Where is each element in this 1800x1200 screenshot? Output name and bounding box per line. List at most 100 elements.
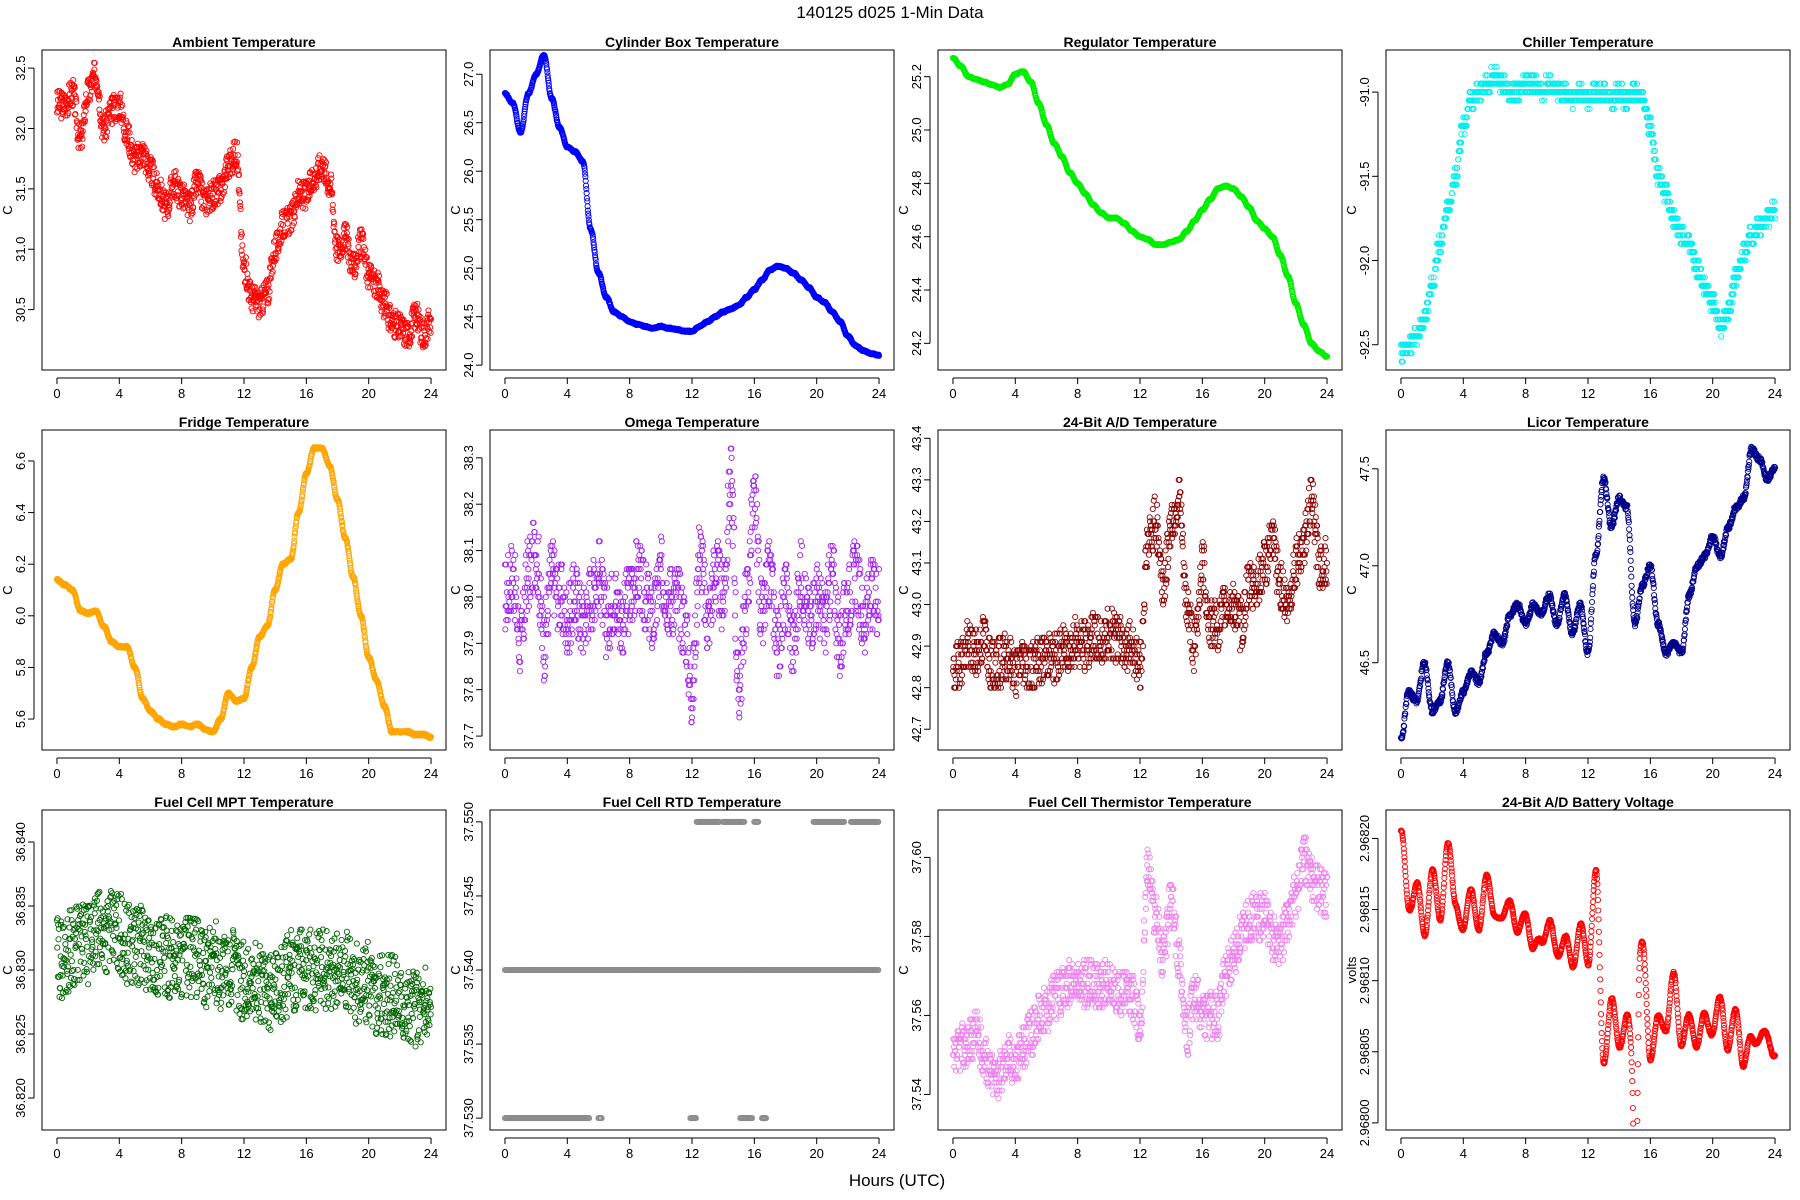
data-point (230, 145, 237, 152)
x-tick-label: 4 (116, 386, 123, 401)
x-tick-label: 8 (178, 386, 185, 401)
data-point (172, 168, 179, 175)
data-point (355, 243, 362, 250)
data-points (949, 54, 1331, 360)
data-point (87, 92, 94, 99)
data-point (275, 248, 282, 255)
data-point (181, 187, 188, 194)
data-point (249, 308, 256, 315)
data-point (282, 229, 289, 236)
data-point (386, 304, 393, 311)
data-point (414, 300, 421, 307)
data-point (345, 236, 352, 243)
data-point (367, 284, 374, 291)
data-point (375, 272, 383, 279)
data-point (114, 95, 121, 102)
y-tick-label: 26.0 (461, 159, 476, 184)
data-point (140, 143, 147, 150)
data-point (288, 227, 295, 234)
data-point (65, 110, 72, 117)
data-point (241, 266, 248, 273)
y-tick-label: 32.5 (13, 55, 28, 80)
data-point (360, 235, 367, 242)
x-axis: 0 4 8 12 16 20 24 (949, 377, 1334, 401)
x-tick-label: 0 (53, 386, 60, 401)
data-points (53, 444, 435, 742)
data-point (199, 179, 206, 186)
data-point (120, 111, 127, 118)
y-tick-label: 24.5 (461, 304, 476, 329)
data-point (217, 198, 224, 205)
data-point (171, 169, 178, 176)
data-point (96, 93, 103, 100)
data-point (330, 208, 337, 215)
y-tick-label: 25.2 (909, 64, 924, 89)
data-point (415, 306, 422, 313)
data-point (173, 192, 180, 199)
data-point (82, 91, 90, 98)
data-point (59, 90, 66, 97)
x-tick-label: 4 (1460, 386, 1467, 401)
data-point (74, 119, 81, 126)
data-point (1569, 105, 1576, 112)
data-point (345, 243, 352, 250)
x-tick-label: 4 (1012, 386, 1019, 401)
data-point (141, 144, 148, 151)
data-point (75, 144, 82, 151)
data-point (362, 246, 369, 253)
x-tick-label: 24 (1768, 386, 1782, 401)
data-point (248, 305, 255, 312)
y-tick-label: 31.0 (13, 237, 28, 262)
data-point (331, 220, 338, 227)
data-point (386, 311, 393, 318)
data-point (407, 339, 414, 347)
y-axis: 30.531.031.532.032.5 (13, 55, 35, 322)
data-point (77, 144, 84, 152)
data-point (165, 213, 172, 220)
data-point (70, 77, 77, 84)
data-point (238, 228, 245, 236)
data-point (238, 231, 245, 238)
data-point (281, 232, 288, 239)
data-point (327, 171, 335, 178)
data-point (168, 184, 175, 191)
data-point (376, 283, 383, 290)
data-point (236, 190, 243, 197)
data-point (104, 128, 111, 135)
data-point (405, 343, 412, 350)
panel-title: Regulator Temperature (1064, 34, 1217, 50)
figure-title: 140125 d025 1-Min Data (796, 3, 984, 22)
x-tick-label: 24 (1320, 386, 1334, 401)
data-point (242, 254, 249, 261)
data-point (151, 170, 158, 177)
x-axis: 0 4 8 12 16 20 24 (1397, 377, 1782, 401)
y-tick-label: 24.8 (909, 171, 924, 196)
data-point (400, 316, 407, 323)
data-point (427, 329, 434, 336)
x-tick-label: 20 (1257, 386, 1271, 401)
x-tick-label: 16 (1195, 386, 1209, 401)
data-point (228, 153, 235, 160)
data-point (72, 110, 79, 118)
data-point (82, 108, 89, 115)
data-point (114, 104, 121, 111)
data-points (1397, 63, 1779, 365)
data-point (329, 201, 336, 208)
data-point (212, 200, 219, 208)
data-point (94, 87, 101, 94)
data-point (269, 268, 276, 275)
y-axis-label: C (0, 205, 15, 214)
data-point (237, 202, 244, 210)
data-point (197, 173, 204, 180)
data-point (273, 255, 280, 262)
data-point (115, 102, 122, 109)
data-point (193, 168, 200, 175)
data-point (79, 128, 86, 135)
data-point (263, 289, 270, 296)
data-point (231, 152, 238, 159)
data-point (408, 333, 416, 340)
